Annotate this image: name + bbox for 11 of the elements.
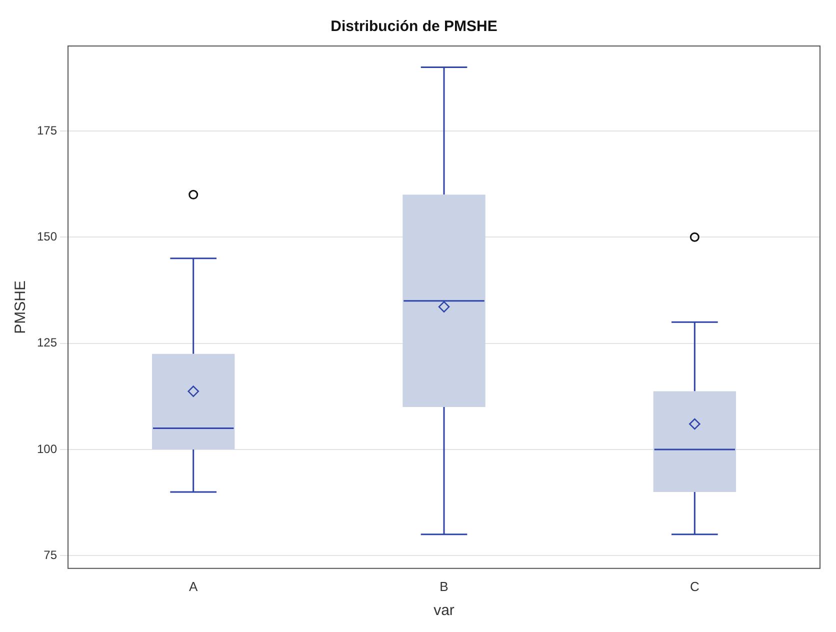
y-axis-title: PMSHE <box>12 280 30 334</box>
y-tick-label: 150 <box>36 229 58 244</box>
x-tick-label: B <box>440 578 448 594</box>
chart-title: Distribución de PMSHE <box>330 18 498 36</box>
y-tick-label: 175 <box>36 123 58 138</box>
y-tick-label: 125 <box>36 336 58 350</box>
x-tick-label: C <box>690 578 700 594</box>
x-axis-title: var <box>434 602 454 620</box>
y-tick-label: 75 <box>44 548 58 562</box>
x-tick-label: A <box>189 578 198 594</box>
y-tick-label: 100 <box>36 442 58 456</box>
